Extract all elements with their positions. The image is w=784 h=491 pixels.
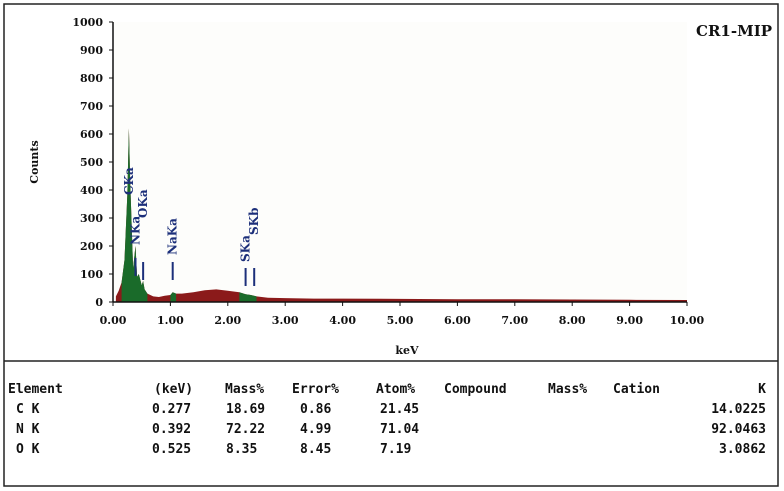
y-tick-label: 600: [80, 128, 103, 141]
x-axis-title: keV: [395, 344, 419, 357]
cell-atom: 21.45: [380, 402, 420, 417]
x-tick-label: 9.00: [616, 314, 643, 327]
peak-label: SKb: [247, 208, 261, 236]
cell-error: 8.45: [300, 442, 332, 457]
y-tick-label: 100: [80, 268, 103, 281]
y-axis-title: Counts: [28, 140, 41, 183]
y-tick-label: 700: [80, 100, 103, 113]
cell-mass: 8.35: [226, 442, 258, 457]
peak-label: OKa: [136, 189, 150, 218]
cell-error: 0.86: [300, 402, 332, 417]
x-tick-label: 5.00: [387, 314, 414, 327]
sample-title: CR1-MIP: [696, 22, 772, 40]
plot-area: [113, 22, 687, 302]
table-row: C K 0.277 18.69 0.86 21.45 14.0225: [8, 402, 772, 422]
cell-element: O K: [16, 442, 40, 457]
header-k: K: [758, 382, 766, 397]
header-compound-mass: Mass%: [548, 382, 588, 397]
y-tick-label: 0: [95, 296, 103, 309]
cell-kev: 0.525: [152, 442, 192, 457]
outer-frame: [3, 3, 779, 487]
table-row: N K 0.392 72.22 4.99 71.04 92.0463: [8, 422, 772, 442]
x-tick-label: 7.00: [501, 314, 528, 327]
cell-mass: 18.69: [226, 402, 266, 417]
header-element: Element: [8, 382, 63, 397]
header-cation: Cation: [613, 382, 660, 397]
x-tick-label: 10.00: [670, 314, 705, 327]
cell-element: C K: [16, 402, 40, 417]
cell-mass: 72.22: [226, 422, 266, 437]
x-tick-label: 8.00: [559, 314, 586, 327]
header-error: Error%: [292, 382, 339, 397]
y-tick-label: 800: [80, 72, 103, 85]
spectrum-peak-area: [121, 128, 257, 302]
header-atom: Atom%: [376, 382, 416, 397]
table-row: O K 0.525 8.35 8.45 7.19 3.0862: [8, 442, 772, 462]
peak-label: NKa: [129, 216, 143, 245]
y-tick-label: 900: [80, 44, 103, 57]
cell-k: 3.0862: [719, 442, 766, 457]
x-tick-label: 0.00: [100, 314, 127, 327]
y-tick-label: 400: [80, 184, 103, 197]
x-tick-label: 1.00: [157, 314, 184, 327]
peak-label: SKa: [239, 235, 253, 262]
axis-ticks: 0.00 1.00 2.00 3.00 4.00 5.00 6.00 7.00 8.00 9.00…: [72, 16, 704, 327]
cell-error: 4.99: [300, 422, 332, 437]
cell-kev: 0.277: [152, 402, 192, 417]
y-tick-label: 200: [80, 240, 103, 253]
peak-label: NaKa: [166, 218, 180, 255]
header-mass: Mass%: [225, 382, 265, 397]
peak-label: CKa: [122, 167, 136, 195]
table-header-row: Element (keV) Mass% Error% Atom% Compoun…: [8, 382, 772, 402]
x-tick-label: 6.00: [444, 314, 471, 327]
cell-element: N K: [16, 422, 40, 437]
x-tick-label: 2.00: [214, 314, 241, 327]
quantification-table: Element (keV) Mass% Error% Atom% Compoun…: [8, 382, 772, 462]
y-tick-label: 300: [80, 212, 103, 225]
cell-atom: 71.04: [380, 422, 420, 437]
y-tick-label: 1000: [72, 16, 103, 29]
header-compound: Compound: [444, 382, 507, 397]
cell-atom: 7.19: [380, 442, 412, 457]
cell-kev: 0.392: [152, 422, 192, 437]
y-tick-label: 500: [80, 156, 103, 169]
cell-k: 14.0225: [711, 402, 766, 417]
header-kev: (keV): [154, 382, 194, 397]
x-tick-label: 3.00: [272, 314, 299, 327]
cell-k: 92.0463: [711, 422, 766, 437]
x-tick-label: 4.00: [329, 314, 356, 327]
